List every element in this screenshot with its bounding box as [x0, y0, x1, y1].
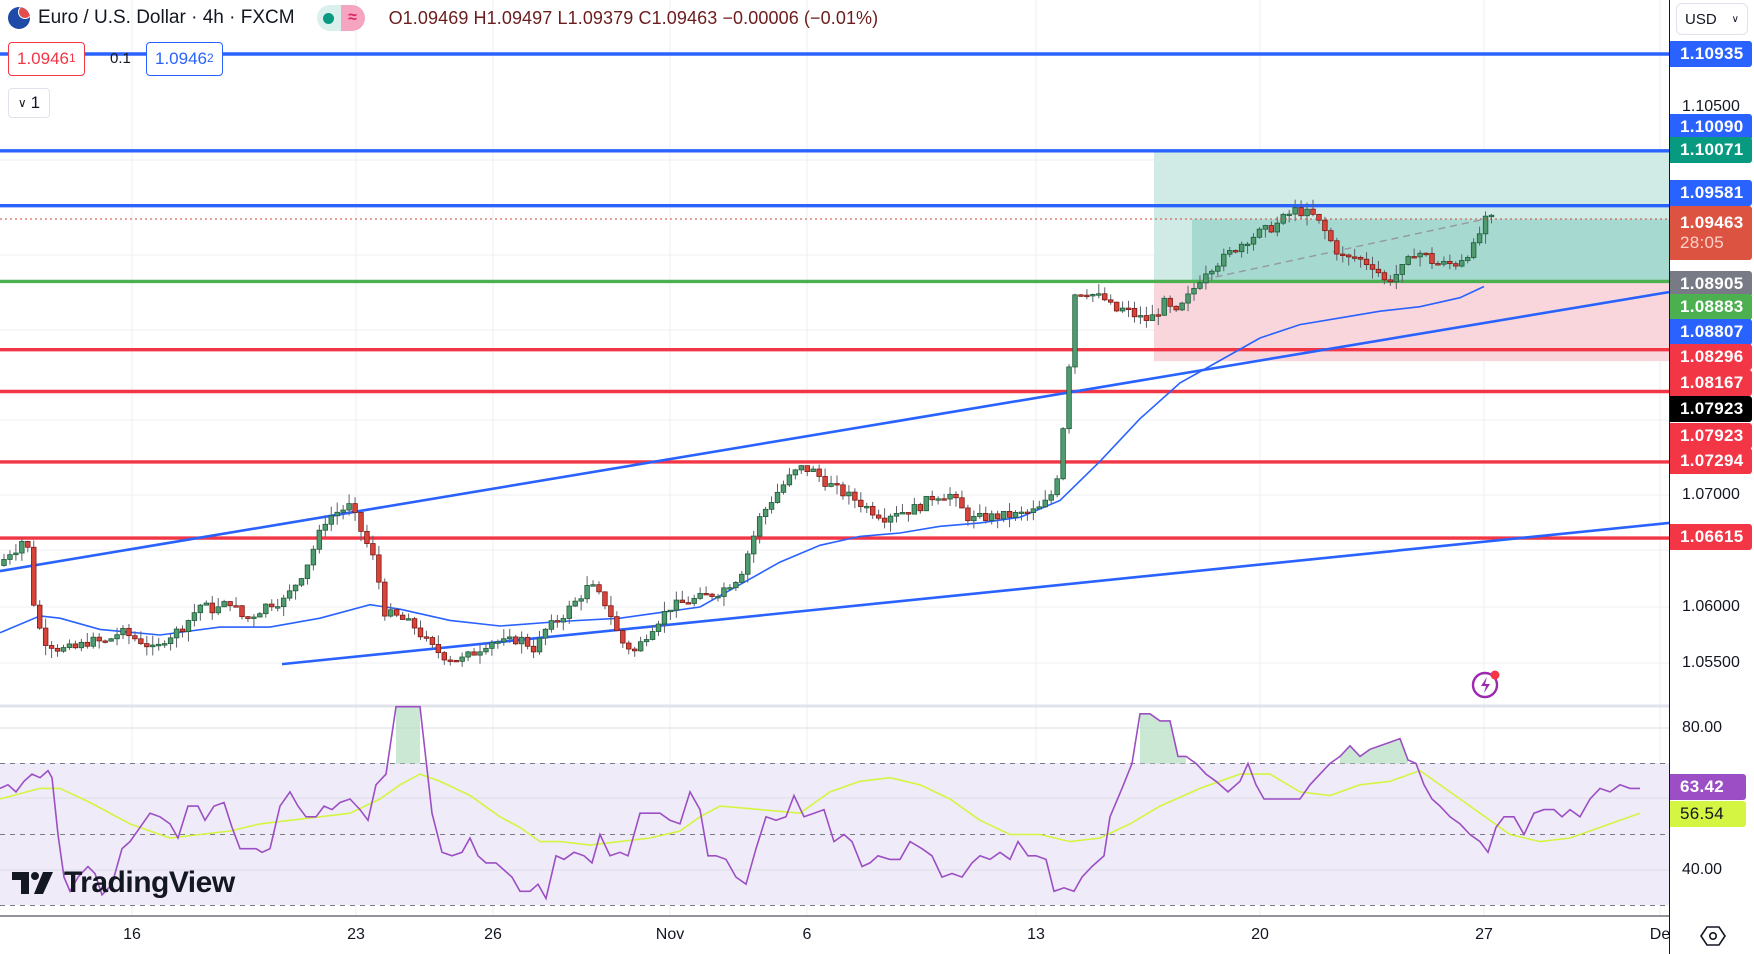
rsi-line — [0, 705, 1640, 901]
ohlc-values: O1.09469 H1.09497 L1.09379 C1.09463 −0.0… — [388, 7, 879, 28]
price-tick-label: 1.06000 — [1682, 598, 1740, 615]
indicator-count: 1 — [30, 93, 41, 112]
currency-label: USD — [1685, 10, 1717, 28]
price-level-label[interactable]: 1.10071 — [1670, 137, 1752, 163]
rsi-tick-label: 80.00 — [1682, 719, 1723, 736]
price-level-label[interactable]: 1.07294 — [1670, 448, 1752, 474]
price-level-label[interactable]: 1.08167 — [1670, 370, 1752, 396]
eur-usd-flag-icon — [8, 7, 30, 29]
approx-data-icon: ≈ — [340, 5, 365, 31]
price-tick-label: 1.05500 — [1682, 654, 1740, 671]
sell-price: 1.0946 — [17, 49, 69, 68]
tv-logo-text: TradingView — [64, 866, 235, 899]
price-level-label[interactable]: 1.07923 — [1670, 423, 1752, 449]
bar-countdown: 28:05 — [1680, 233, 1725, 252]
price-level-label[interactable]: 1.08905 — [1670, 271, 1752, 297]
tradingview-logo[interactable]: TradingView — [12, 866, 235, 900]
rsi-ma-value-label: 56.54 — [1670, 801, 1746, 827]
buy-pip: 2 — [207, 51, 214, 65]
price-level-label[interactable]: 1.07923 — [1670, 396, 1752, 422]
price-level-label[interactable]: 1.10935 — [1670, 41, 1752, 67]
time-tick-label: 27 — [1475, 926, 1493, 943]
chart-settings-icon[interactable] — [1700, 924, 1726, 948]
price-tick-label: 1.10500 — [1682, 98, 1740, 115]
currency-selector[interactable]: USD ∨ — [1676, 3, 1748, 35]
price-level-label[interactable]: 1.08807 — [1670, 319, 1752, 345]
time-tick-label: 26 — [484, 926, 502, 943]
current-price: 1.09463 — [1680, 213, 1744, 232]
time-tick-label: 16 — [123, 926, 141, 943]
rsi-ma-line — [0, 769, 1641, 846]
time-tick-label: 23 — [347, 926, 365, 943]
lightning-alert-icon[interactable] — [1470, 668, 1502, 700]
chevron-down-icon: ∨ — [17, 96, 27, 110]
current-price-label: 1.09463 28:05 — [1670, 206, 1752, 260]
buy-price: 1.0946 — [155, 49, 207, 68]
collapse-indicators-button[interactable]: ∨ 1 — [8, 88, 50, 118]
tv-logo-icon — [12, 872, 53, 894]
chevron-down-icon: ∨ — [1731, 13, 1739, 25]
rsi-value-label: 63.42 — [1670, 774, 1746, 800]
symbol-title[interactable]: Euro / U.S. Dollar · 4h · FXCM — [38, 7, 295, 28]
rsi-tick-label: 40.00 — [1682, 861, 1723, 878]
price-level-label[interactable]: 1.06615 — [1670, 524, 1752, 550]
price-level-label[interactable]: 1.08883 — [1670, 294, 1752, 320]
rsi-overbought-fill — [396, 706, 1408, 764]
price-tick-label: 1.07000 — [1682, 486, 1740, 503]
buy-button[interactable]: 1.0946 2 — [146, 42, 223, 76]
moving-average-line — [0, 285, 1485, 636]
spread-value: 0.1 — [110, 50, 131, 67]
price-level-label[interactable]: 1.08296 — [1670, 344, 1752, 370]
price-level-label[interactable]: 1.10090 — [1670, 114, 1752, 140]
time-tick-label: Nov — [655, 926, 685, 943]
candlesticks — [1, 199, 1495, 667]
time-tick-label: 20 — [1251, 926, 1269, 943]
sell-button[interactable]: 1.0946 1 — [8, 42, 85, 76]
horizontal-levels — [0, 52, 1669, 540]
time-tick-label: 6 — [802, 926, 812, 943]
time-tick-label: De — [1649, 926, 1671, 943]
position-tool — [1154, 150, 1669, 362]
time-tick-label: 13 — [1027, 926, 1045, 943]
market-open-icon — [316, 5, 341, 31]
sell-pip: 1 — [69, 51, 76, 65]
chart-canvas[interactable] — [0, 0, 1669, 954]
market-status-pill[interactable]: ≈ — [316, 5, 365, 31]
price-level-label[interactable]: 1.09581 — [1670, 180, 1752, 206]
chart-header: Euro / U.S. Dollar · 4h · FXCM ≈ O1.0946… — [8, 4, 878, 32]
